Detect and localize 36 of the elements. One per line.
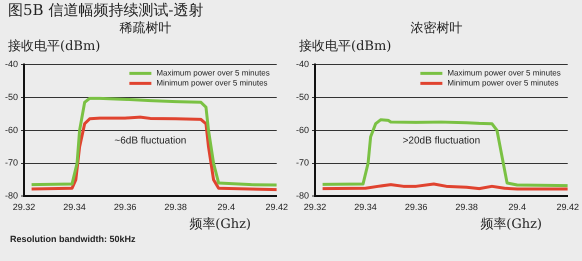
y-tick-label: -60	[4, 124, 18, 135]
y-tick-label: -80	[296, 190, 310, 201]
x-tick-label: 29.32	[304, 202, 326, 212]
chart-title: 图5B 信道幅频持续测试-透射	[7, 0, 204, 20]
y-tick-label: -70	[296, 158, 310, 168]
y-tick-label: -40	[296, 58, 310, 69]
y-axis-title: 接收电平(dBm)	[298, 38, 392, 56]
legend-label: Maximum power over 5 minutes	[156, 68, 270, 78]
text: Resolution bandwidth: 50kHz	[9, 234, 137, 244]
x-tick-label: 29.32	[12, 202, 36, 212]
y-tick-label: -70	[4, 158, 18, 168]
legend-label: Minimum power over 5 minutes	[447, 78, 559, 88]
chart-subtitle: 浓密树叶	[410, 20, 464, 38]
x-tick-label: 29.36	[404, 202, 428, 212]
x-axis-title: 频率(Ghz)	[188, 216, 252, 234]
annotation: ~6dB fluctuation	[114, 136, 186, 147]
x-tick-label: 29.34	[63, 202, 86, 212]
x-tick-label: 29.42	[556, 202, 580, 212]
x-axis-title: 频率(Ghz)	[479, 216, 543, 234]
y-axis-title: 接收电平(dBm)	[7, 38, 102, 56]
y-tick-label: -50	[4, 92, 18, 102]
x-tick-label: 29.42	[265, 202, 288, 212]
x-tick-label: 29.4	[217, 202, 235, 212]
y-tick-label: -80	[4, 190, 18, 201]
x-tick-label: 29.38	[455, 202, 478, 212]
x-tick-label: 29.36	[114, 202, 136, 212]
legend-label: Maximum power over 5 minutes	[447, 68, 561, 78]
chart-subtitle: 稀疏树叶	[118, 20, 172, 38]
x-tick-label: 29.38	[164, 202, 187, 212]
annotation: >20dB fluctuation	[402, 136, 480, 147]
x-tick-label: 29.34	[354, 202, 377, 212]
y-tick-label: -60	[296, 124, 310, 135]
legend-label: Minimum power over 5 minutes	[156, 78, 268, 88]
y-tick-label: -50	[296, 92, 310, 102]
y-tick-label: -40	[4, 58, 18, 69]
x-tick-label: 29.4	[508, 202, 526, 212]
